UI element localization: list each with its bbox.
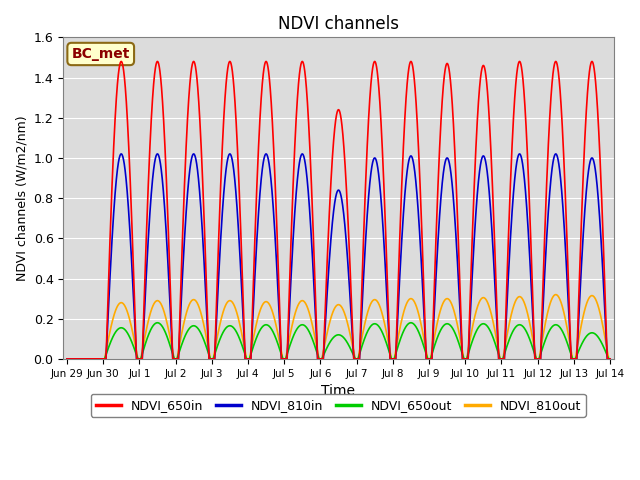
X-axis label: Time: Time: [321, 384, 355, 398]
Title: NDVI channels: NDVI channels: [278, 15, 399, 33]
Legend: NDVI_650in, NDVI_810in, NDVI_650out, NDVI_810out: NDVI_650in, NDVI_810in, NDVI_650out, NDV…: [91, 394, 586, 417]
Text: BC_met: BC_met: [72, 47, 130, 61]
Y-axis label: NDVI channels (W/m2/nm): NDVI channels (W/m2/nm): [15, 115, 28, 281]
